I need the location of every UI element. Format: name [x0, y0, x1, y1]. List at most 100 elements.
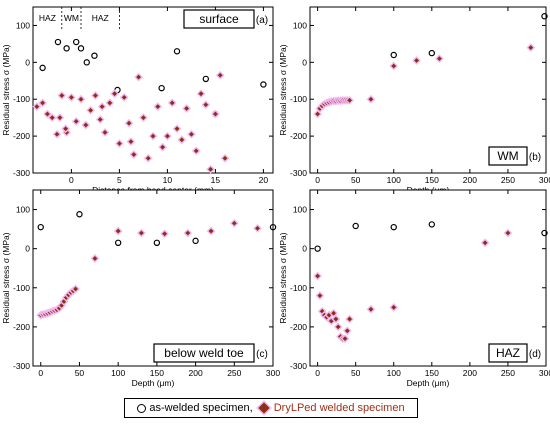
drylped-point — [124, 118, 134, 128]
panel-label-box — [183, 9, 255, 29]
drylped-point — [167, 98, 177, 108]
y-tick-label: -100 — [290, 94, 307, 104]
drylped-point — [211, 109, 220, 119]
drylped-point — [126, 137, 136, 147]
x-tick-label: 250 — [501, 175, 515, 185]
y-tick-label: -300 — [13, 361, 30, 371]
as-welded-point — [390, 51, 397, 59]
drylped-point — [340, 334, 350, 344]
drylped-point — [134, 72, 143, 82]
drylped-point — [187, 129, 196, 139]
y-tick-label: 0 — [25, 57, 30, 67]
drylped-point — [333, 322, 343, 332]
drylped-point — [113, 226, 123, 236]
as-welded-point — [192, 237, 199, 245]
drylped-point — [71, 116, 81, 126]
as-welded-point — [63, 45, 70, 52]
as-welded-point — [91, 52, 98, 59]
x-tick-label: 200 — [188, 368, 202, 378]
drylped-marker-icon — [258, 402, 270, 414]
as-welded-point — [428, 221, 436, 228]
as-welded-point — [260, 81, 267, 88]
x-tick-label: 200 — [463, 368, 477, 378]
drylped-point — [201, 100, 211, 110]
chart-panel-4: -300 -200 -100 0 100 0 50 100 150 200 250 300 Depth … — [278, 189, 550, 388]
y-tick-label: -200 — [290, 131, 307, 141]
drylped-point — [52, 129, 62, 139]
as-welded-point — [114, 239, 122, 246]
y-axis-label: Residual stress σ (MPa) — [278, 232, 288, 323]
as-welded-point — [83, 59, 90, 66]
x-tick-label: 100 — [387, 368, 401, 378]
as-welded-point — [541, 229, 548, 237]
y-tick-label: 100 — [293, 20, 307, 30]
drylped-point — [67, 92, 76, 102]
x-tick-label: 300 — [539, 175, 550, 185]
x-tick-label: 250 — [227, 368, 241, 378]
plot-frame — [309, 189, 547, 367]
chart-panel-2: -300-200-1000100050100150200250300Depth … — [278, 6, 550, 195]
drylped-point — [57, 91, 67, 100]
drylped-point — [206, 164, 215, 174]
drylped-point — [435, 54, 444, 64]
x-tick-label: 50 — [75, 368, 85, 378]
x-tick-label: 200 — [463, 175, 477, 185]
drylped-point — [215, 70, 225, 80]
x-tick-label: 150 — [425, 175, 439, 185]
x-tick-label: 100 — [111, 368, 125, 378]
as-welded-point — [77, 45, 85, 52]
drylped-point — [95, 115, 105, 124]
drylped-point — [503, 228, 513, 238]
x-tick-label: 15 — [211, 175, 221, 185]
drylped-point — [158, 142, 167, 152]
drylped-point — [38, 98, 47, 108]
y-tick-label: 0 — [25, 244, 30, 254]
y-axis-label: Residual stress σ (MPa) — [1, 44, 11, 135]
drylped-point — [331, 314, 341, 324]
drylped-point — [100, 128, 110, 137]
drylped-point — [315, 291, 325, 300]
as-welded-point — [390, 223, 397, 231]
drylped-point — [345, 95, 354, 105]
x-axis-label: Depth (μm) — [132, 378, 175, 388]
drylped-point — [329, 308, 338, 318]
drylped-point — [115, 139, 124, 148]
panel-label-box — [153, 343, 255, 363]
as-welded-point — [76, 211, 83, 218]
panel-letter: (a) — [256, 15, 268, 26]
plot-frame — [309, 6, 547, 174]
legend-drylped: DryLPed welded specimen — [273, 402, 405, 414]
drylped-point — [366, 94, 376, 104]
zone-label: WM — [64, 13, 79, 23]
x-tick-label: 50 — [351, 368, 361, 378]
drylped-point — [119, 92, 129, 102]
drylped-point — [182, 104, 191, 113]
drylped-point — [61, 124, 71, 134]
drylped-point — [43, 109, 52, 119]
drylped-point — [32, 102, 42, 111]
drylped-point — [196, 89, 206, 99]
y-tick-label: -100 — [13, 283, 30, 293]
y-tick-label: -100 — [13, 94, 30, 104]
drylped-point — [105, 98, 115, 108]
drylped-point — [342, 326, 352, 336]
drylped-point — [91, 91, 100, 100]
x-tick-label: 300 — [266, 368, 280, 378]
x-tick-label: 300 — [539, 368, 550, 378]
x-tick-label: 0 — [315, 368, 320, 378]
drylped-point — [183, 228, 193, 238]
x-axis-label: Depth (μm) — [407, 378, 450, 388]
y-tick-label: -200 — [290, 322, 307, 332]
y-tick-label: 100 — [293, 205, 307, 215]
drylped-point — [389, 302, 399, 312]
drylped-point — [71, 284, 80, 294]
y-tick-label: -300 — [13, 168, 30, 178]
drylped-point — [136, 228, 146, 238]
drylped-point — [526, 43, 536, 52]
legend-as-welded: as-welded specimen, — [149, 402, 253, 414]
drylped-point — [412, 56, 421, 65]
y-tick-label: 0 — [302, 244, 307, 254]
drylped-point — [129, 150, 139, 159]
as-welded-point — [153, 239, 161, 246]
